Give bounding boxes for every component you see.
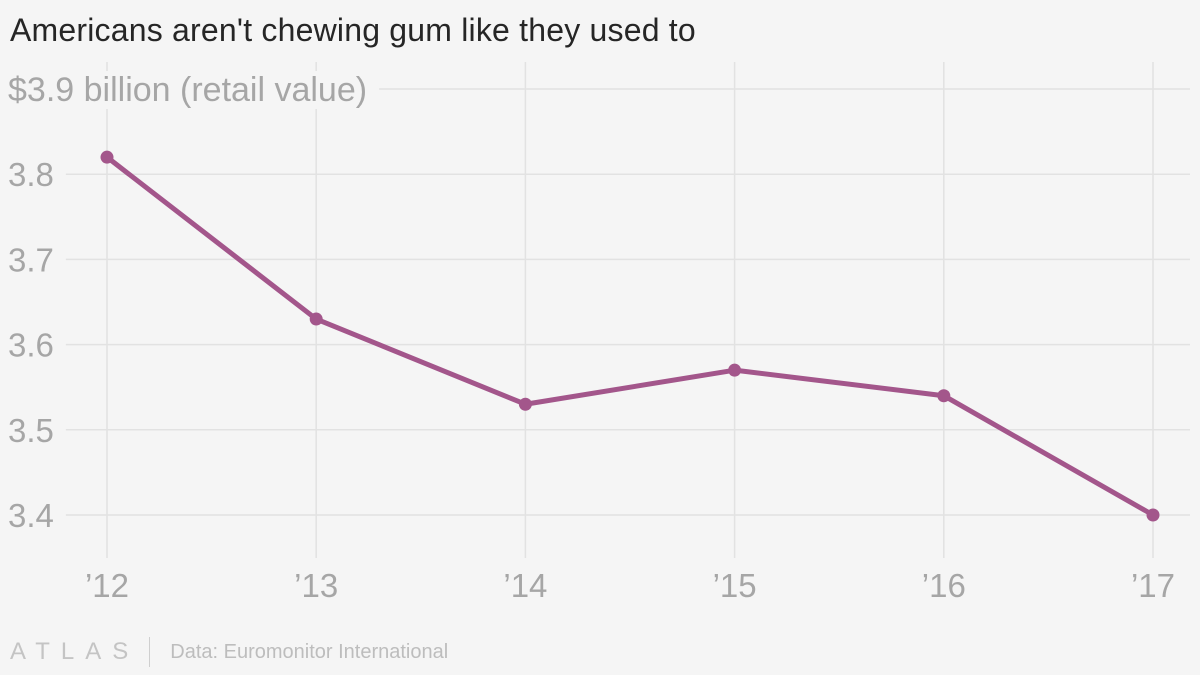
data-point	[728, 363, 742, 377]
x-tick-label: ’15	[713, 567, 757, 604]
y-label-background	[6, 71, 380, 109]
chart-footer: ATLAS Data: Euromonitor International	[10, 636, 448, 668]
y-tick-label: 3.6	[8, 327, 54, 364]
atlas-logo: ATLAS	[10, 638, 140, 665]
y-label-background	[6, 156, 66, 194]
data-point	[1146, 508, 1160, 522]
y-axis-unit-label: $3.9 billion (retail value)	[8, 71, 367, 109]
y-label-background	[6, 326, 66, 364]
x-tick-label: ’13	[294, 567, 338, 604]
chart-title: Americans aren't chewing gum like they u…	[10, 12, 696, 48]
data-point	[518, 397, 532, 411]
footer-divider	[149, 637, 151, 667]
x-tick-label: ’16	[922, 567, 966, 604]
x-tick-label: ’12	[85, 567, 129, 604]
y-tick-label: 3.5	[8, 412, 54, 449]
y-tick-label: 3.7	[8, 241, 54, 278]
data-point	[100, 150, 114, 164]
y-label-background	[6, 241, 66, 279]
y-tick-label: 3.8	[8, 156, 54, 193]
y-tick-label: 3.4	[8, 497, 54, 534]
x-tick-label: ’17	[1131, 567, 1175, 604]
y-label-background	[6, 411, 66, 449]
series-line	[104, 154, 1156, 518]
y-label-background	[6, 497, 66, 534]
data-source: Data: Euromonitor International	[170, 640, 449, 663]
data-point	[937, 389, 951, 403]
data-point	[309, 312, 323, 326]
x-tick-label: ’14	[503, 567, 547, 604]
